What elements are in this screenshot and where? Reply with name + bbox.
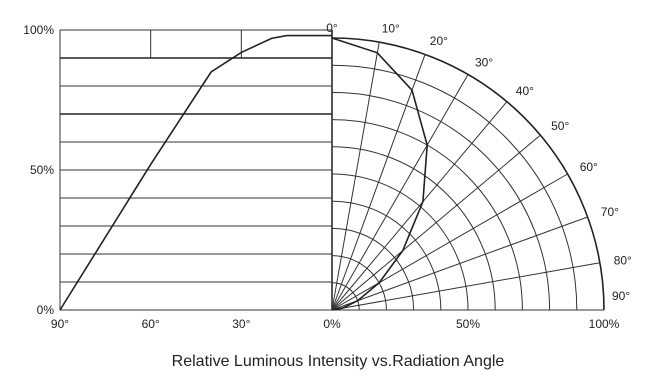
x-tick-label: 90° — [51, 317, 69, 331]
polar-spoke — [331, 54, 426, 311]
angle-tick-label: 60° — [580, 160, 598, 174]
radial-tick-label: 100% — [589, 317, 620, 331]
x-tick-label: 30° — [232, 317, 250, 331]
radial-tick-label: 50% — [456, 317, 480, 331]
intensity-curves — [59, 34, 429, 311]
polar-ring — [331, 37, 605, 311]
tick-labels: 100%50%0%90° 60° 30° 0% 50% 100%0° 10°20°30°40… — [23, 21, 632, 331]
x-tick-label: 60° — [142, 317, 160, 331]
polar-ring — [331, 173, 469, 311]
polar-ring — [331, 255, 387, 311]
polar-spoke — [331, 74, 469, 311]
angle-tick-label: 70° — [601, 205, 619, 219]
y-tick-label: 50% — [30, 163, 54, 177]
polar-grid — [331, 37, 605, 311]
rectangular-grid — [59, 29, 333, 311]
polar-ring — [331, 146, 496, 311]
angle-tick-label: 20° — [430, 34, 448, 48]
polar-ring — [331, 227, 415, 311]
polar-ring — [331, 64, 578, 311]
polar-ring — [331, 91, 551, 311]
polar-spoke — [331, 216, 588, 311]
polar-ring — [331, 119, 523, 311]
angle-tick-label: 30° — [475, 55, 493, 69]
polar-spoke — [331, 173, 568, 311]
polar-spoke — [331, 262, 600, 311]
angle-tick-label: 80° — [614, 253, 632, 267]
polar-spoke — [331, 134, 541, 311]
angle-tick-label: 90° — [612, 289, 630, 303]
intensity-curve-linear — [59, 34, 332, 311]
chart-title: Relative Luminous Intensity vs.Radiation… — [172, 353, 505, 370]
x-tick-label: 0% — [323, 317, 341, 331]
angle-tick-label: 10° — [382, 21, 400, 35]
angle-tick-label: 40° — [516, 84, 534, 98]
y-tick-label: 100% — [23, 23, 54, 37]
polar-spoke — [331, 101, 508, 311]
angle-tick-label: 0° — [326, 21, 338, 35]
intensity-curve-polar — [331, 37, 429, 311]
y-tick-label: 0% — [37, 303, 55, 317]
polar-ring — [331, 200, 442, 311]
angle-tick-label: 50° — [551, 119, 569, 133]
polar-spoke — [331, 42, 380, 311]
